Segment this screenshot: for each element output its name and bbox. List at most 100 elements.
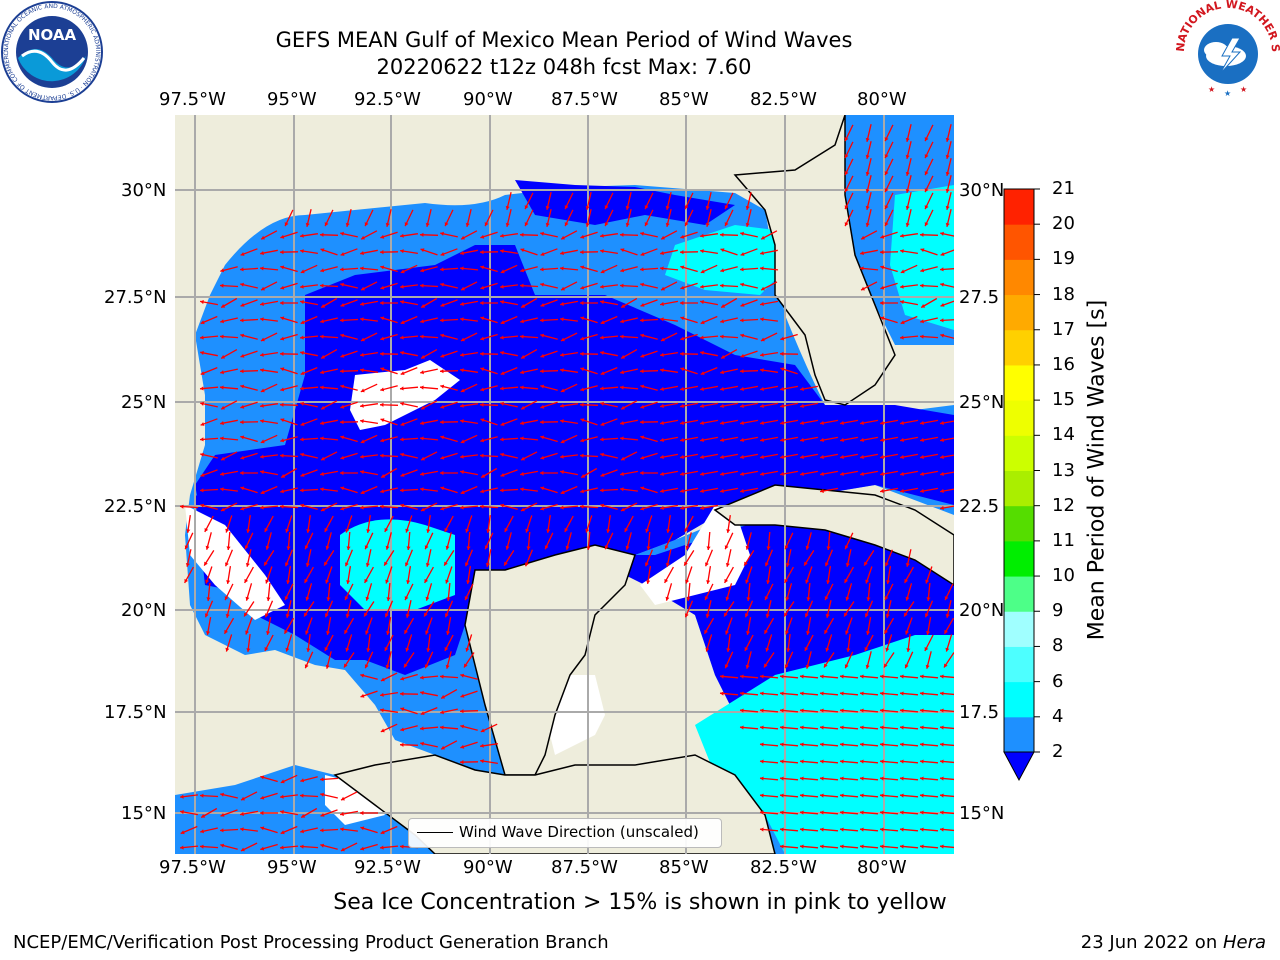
wind-arrow-head: [320, 334, 324, 339]
wind-arrow-head: [760, 403, 764, 408]
wind-arrow-head: [260, 505, 264, 510]
wind-arrow-head: [746, 597, 751, 601]
wind-arrow-head: [784, 578, 789, 583]
wind-arrow-head: [740, 282, 744, 287]
wind-arrow-head: [686, 597, 691, 601]
wind-arrow-head: [800, 386, 804, 391]
wind-arrow-head: [640, 486, 645, 491]
lat-label-right: 17.5: [959, 702, 1000, 723]
wind-arrow-head: [360, 470, 364, 475]
wind-arrow-head: [420, 385, 424, 390]
wind-arrow-head: [406, 580, 411, 584]
wind-arrow-head: [520, 436, 524, 441]
wind-arrow-head: [520, 268, 525, 273]
wind-arrow-head: [460, 317, 464, 322]
wind-arrow-head: [205, 545, 210, 550]
wind-arrow-head: [800, 454, 804, 459]
wind-arrow-head: [765, 562, 769, 567]
wind-arrow-head: [420, 248, 425, 253]
wind-arrow-head: [261, 235, 265, 240]
wind-arrow-head: [320, 248, 325, 253]
wind-arrow-head: [260, 317, 264, 322]
wind-arrow-head: [800, 844, 804, 849]
wind-arrow-head: [724, 664, 729, 669]
wind-arrow-head: [245, 596, 250, 601]
wind-arrow-head: [300, 778, 305, 783]
wind-arrow-head: [344, 629, 348, 634]
wind-arrow-head: [860, 454, 864, 459]
wind-arrow-head: [844, 222, 849, 227]
wind-arrow-head: [380, 316, 385, 321]
wind-arrow-head: [560, 251, 564, 256]
wind-arrow-head: [240, 252, 245, 256]
wind-arrow-head: [426, 529, 431, 533]
wind-arrow-head: [444, 613, 449, 618]
wind-arrow-head: [220, 471, 224, 476]
wind-arrow-head: [300, 401, 304, 406]
wind-arrow-head: [240, 369, 244, 374]
footer-credit: NCEP/EMC/Verification Post Processing Pr…: [13, 932, 609, 953]
wind-arrow-head: [640, 333, 645, 338]
wind-arrow-head: [325, 664, 330, 669]
wind-arrow-head: [300, 371, 305, 375]
wind-arrow-head: [945, 137, 950, 142]
wind-arrow-head: [865, 664, 870, 669]
wind-arrow-head: [740, 318, 744, 323]
wind-arrow-head: [540, 252, 545, 256]
wind-arrow-head: [360, 826, 365, 831]
wind-arrow-head: [684, 528, 689, 532]
wind-arrow-head: [924, 154, 929, 159]
wind-arrow-head: [424, 545, 429, 550]
wind-arrow-head: [540, 384, 545, 389]
wind-arrow-head: [385, 545, 390, 550]
wind-arrow-head: [460, 337, 465, 342]
wind-arrow-head: [860, 810, 864, 815]
wind-arrow-head: [924, 137, 929, 142]
wind-arrow-head: [480, 234, 485, 239]
nodata-patch-west-coast: [185, 505, 285, 620]
wind-arrow-head: [580, 489, 584, 494]
wind-arrow-head: [740, 333, 745, 338]
wind-arrow-head: [400, 676, 405, 681]
wind-arrow-head: [445, 579, 450, 584]
wind-arrow-head: [280, 418, 285, 423]
lat-label-right: 27.5: [959, 287, 1000, 308]
wind-arrow-head: [440, 333, 445, 338]
wind-arrow-head: [346, 580, 351, 584]
wind-arrow-head: [484, 222, 489, 227]
wind-arrow-head: [906, 648, 911, 652]
wind-arrow-head: [545, 222, 550, 227]
wind-arrow-head: [860, 742, 864, 747]
wind-arrow-head: [320, 828, 324, 833]
wind-arrow-head: [380, 300, 384, 306]
wind-arrow-head: [720, 488, 724, 493]
wind-arrow-head: [766, 580, 771, 584]
colorbar-tick-label: 20: [1052, 213, 1075, 235]
wind-arrow-head: [800, 827, 804, 832]
wind-arrow-head: [400, 320, 405, 325]
wind-arrow-head: [480, 336, 485, 341]
wind-arrow-head: [280, 250, 284, 255]
lat-label-left: 17.5°N: [104, 702, 167, 723]
wind-arrow-head: [580, 336, 585, 341]
wind-arrow-head: [404, 222, 409, 227]
wind-arrow-head: [480, 438, 485, 443]
wind-arrow-head: [800, 471, 804, 476]
wind-arrow-head: [924, 647, 929, 651]
wind-arrow-head: [520, 232, 524, 237]
wind-arrow-head: [460, 724, 465, 729]
wind-arrow-head: [306, 648, 311, 652]
wind-arrow-head: [240, 435, 245, 440]
colorbar-segment: [1004, 364, 1034, 401]
wind-arrow-head: [721, 304, 726, 308]
wind-arrow-head: [600, 269, 605, 274]
wind-arrow-head: [200, 335, 204, 340]
wind-arrow-head: [940, 725, 944, 730]
wind-arrow-head: [500, 503, 505, 508]
wind-arrow-head: [405, 614, 410, 618]
wind-arrow-head: [280, 830, 285, 835]
wind-arrow-head: [200, 829, 204, 834]
wind-arrow-head: [924, 613, 929, 618]
wind-arrow-head: [600, 233, 604, 238]
colorbar-segment: [1004, 400, 1034, 436]
